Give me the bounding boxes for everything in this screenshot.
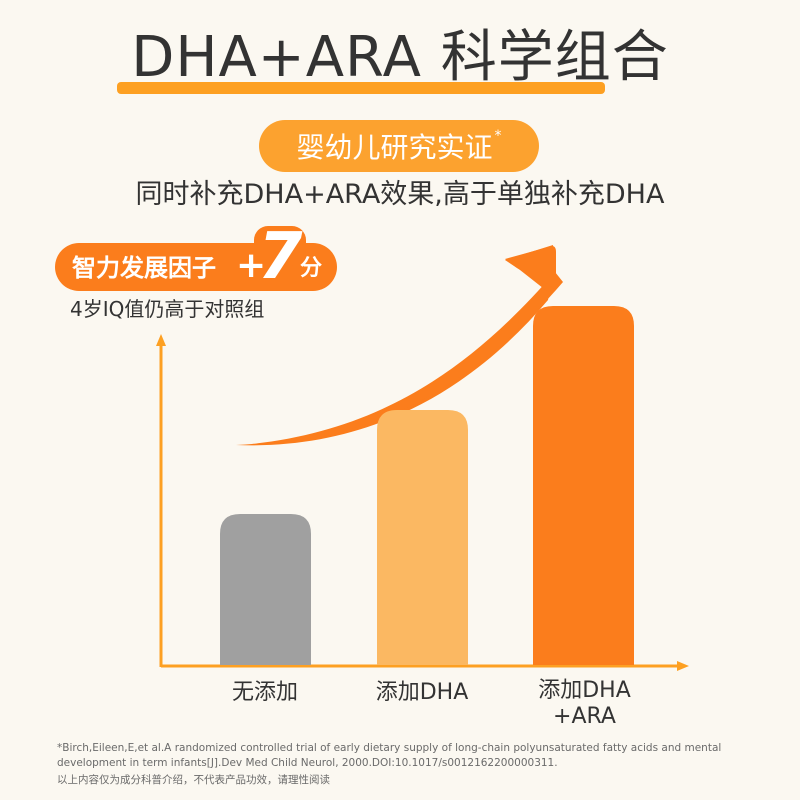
x-axis-arrow-icon: [677, 661, 689, 671]
study-badge-label: 婴幼儿研究实证: [296, 131, 493, 164]
title-underline: [117, 82, 605, 94]
iq-highlight-label: 智力发展因子: [72, 254, 216, 282]
iq-note: 4岁IQ值仍高于对照组: [70, 297, 265, 321]
x-label-dha: 添加DHA: [375, 680, 469, 705]
iq-value: 7: [258, 220, 303, 294]
value-bubble: [254, 226, 306, 266]
subtitle: 同时补充DHA+ARA效果,高于单独补充DHA: [135, 179, 665, 210]
x-label-dha-ara-line1: 添加DHA: [538, 678, 631, 703]
page-title: DHA+ARA 科学组合: [131, 25, 669, 90]
study-badge: 婴幼儿研究实证 *: [259, 120, 539, 172]
iq-unit: 分: [300, 256, 323, 281]
y-axis-arrow-icon: [156, 334, 166, 346]
disclaimer: 以上内容仅为成分科普介绍，不代表产品功效，请理性阅读: [57, 774, 330, 786]
plus-sign: +: [236, 245, 267, 286]
reference-citation: *Birch,Eileen,E,et al.A randomized contr…: [57, 742, 722, 769]
bar-no-additive: [220, 514, 311, 665]
chart-axes: [156, 334, 689, 671]
bar-dha-ara: [533, 306, 634, 665]
x-label-dha-ara: 添加DHA +ARA: [512, 678, 657, 730]
x-label-no-additive: 无添加: [231, 680, 298, 705]
footnote-mark: *: [494, 128, 502, 144]
bar-dha: [377, 410, 468, 665]
x-label-dha-ara-line2: +ARA: [553, 704, 616, 729]
